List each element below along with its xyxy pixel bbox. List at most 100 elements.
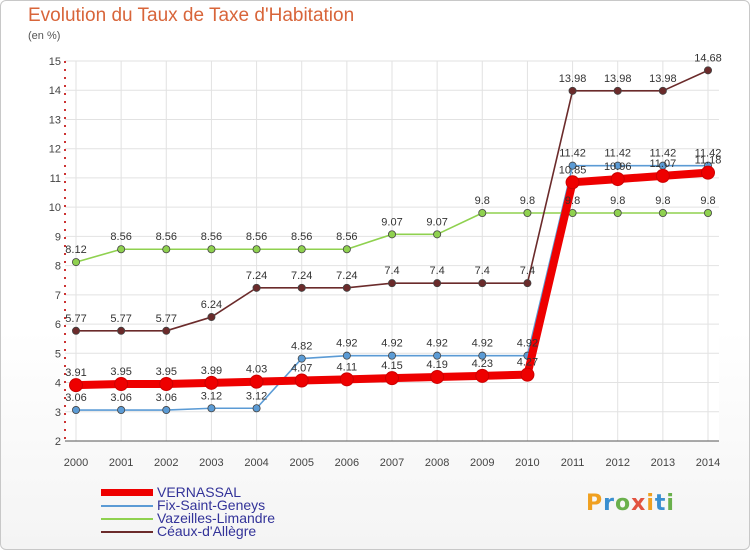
x-tick-label: 2007 — [380, 457, 404, 469]
data-label: 4.11 — [337, 361, 358, 373]
data-point — [249, 374, 264, 389]
data-point — [207, 313, 216, 322]
data-label: 8.56 — [110, 231, 131, 243]
legend-label-vernassal: VERNASSAL — [157, 484, 242, 500]
x-tick-label: 2006 — [335, 457, 359, 469]
data-point — [72, 326, 81, 335]
data-point — [117, 245, 126, 254]
data-label: 8.12 — [65, 244, 86, 256]
x-tick-label: 2012 — [605, 457, 629, 469]
data-label: 4.15 — [381, 360, 402, 372]
data-label: 7.4 — [429, 265, 444, 277]
data-point — [478, 208, 487, 217]
data-point — [162, 406, 171, 415]
data-point — [72, 258, 81, 267]
data-point — [342, 351, 351, 360]
x-tick-label: 2009 — [470, 457, 494, 469]
data-point — [478, 279, 487, 288]
data-point — [610, 172, 625, 187]
y-tick-label: 3 — [55, 407, 61, 419]
legend-label-ceaux-d-allegre: Céaux-d'Allègre — [157, 523, 257, 539]
data-label: 11.07 — [649, 158, 676, 170]
data-label: 4.92 — [472, 338, 493, 350]
data-label: 8.56 — [291, 231, 312, 243]
data-point — [72, 406, 81, 415]
data-point — [523, 279, 532, 288]
data-label: 5.77 — [110, 313, 131, 325]
proxiti-logo: Proxiti — [586, 491, 675, 516]
x-tick-label: 2013 — [651, 457, 675, 469]
data-label: 3.06 — [110, 392, 131, 404]
data-point — [207, 245, 216, 254]
data-label: 10.85 — [559, 164, 587, 176]
y-tick-label: 14 — [49, 85, 61, 97]
logo-letter: P — [586, 491, 604, 516]
data-label: 4.92 — [517, 338, 538, 350]
data-label: 11.18 — [695, 155, 722, 167]
data-point — [433, 351, 442, 360]
data-label: 8.56 — [201, 231, 222, 243]
data-point — [655, 168, 670, 183]
legend-label-fix-saint-geneys: Fix-Saint-Geneys — [157, 497, 266, 513]
data-label: 9.8 — [475, 195, 490, 207]
data-label: 4.03 — [246, 364, 267, 376]
data-point — [478, 351, 487, 360]
x-tick-label: 2004 — [244, 457, 268, 469]
data-point — [520, 367, 535, 382]
data-label: 4.19 — [426, 359, 447, 371]
data-point — [162, 326, 171, 335]
data-label: 13.98 — [559, 73, 587, 85]
data-point — [252, 283, 261, 292]
y-tick-label: 8 — [55, 261, 61, 273]
y-tick-label: 13 — [49, 114, 61, 126]
y-tick-label: 5 — [55, 348, 61, 360]
data-point — [568, 86, 577, 95]
x-tick-label: 2001 — [109, 457, 133, 469]
data-point — [204, 375, 219, 390]
data-label: 9.07 — [381, 216, 402, 228]
data-point — [565, 175, 580, 190]
y-tick-label: 9 — [55, 231, 61, 243]
data-label: 7.4 — [520, 265, 535, 277]
data-point — [387, 351, 396, 360]
data-label: 7.24 — [336, 270, 357, 282]
data-point — [613, 86, 622, 95]
logo-letter: i — [666, 491, 675, 516]
data-label: 5.77 — [65, 313, 86, 325]
legend-label-vazeilles-limandre: Vazeilles-Limandre — [157, 510, 276, 526]
chart-title: Evolution du Taux de Taxe d'Habitation — [28, 5, 355, 26]
data-label: 11.42 — [695, 148, 722, 160]
data-point — [658, 86, 667, 95]
data-label: 6.24 — [201, 299, 222, 311]
data-point — [475, 368, 490, 383]
data-point — [294, 373, 309, 388]
x-tick-label: 2000 — [64, 457, 88, 469]
data-point — [433, 279, 442, 288]
data-label: 13.98 — [649, 73, 677, 85]
y-tick-label: 6 — [55, 319, 61, 331]
logo-letter: r — [603, 491, 615, 516]
data-point — [117, 326, 126, 335]
data-point — [297, 245, 306, 254]
x-tick-label: 2011 — [561, 457, 585, 469]
data-label: 7.24 — [291, 270, 312, 282]
data-label: 3.12 — [246, 390, 267, 402]
data-label: 4.23 — [472, 358, 493, 370]
data-label: 9.8 — [700, 195, 715, 207]
legend-swatch-ceaux-d-allegre — [101, 531, 153, 533]
data-point — [658, 208, 667, 217]
x-tick-label: 2005 — [289, 457, 313, 469]
data-label: 3.95 — [110, 366, 131, 378]
data-label: 4.92 — [336, 338, 357, 350]
data-point — [114, 377, 129, 391]
data-point — [385, 371, 399, 386]
data-point — [162, 245, 171, 254]
data-point — [430, 369, 445, 384]
data-label: 7.4 — [475, 265, 490, 277]
legend-swatch-vazeilles-limandre — [101, 518, 153, 520]
data-label: 7.4 — [384, 265, 399, 277]
data-point — [339, 372, 354, 387]
data-label: 9.8 — [565, 195, 580, 207]
